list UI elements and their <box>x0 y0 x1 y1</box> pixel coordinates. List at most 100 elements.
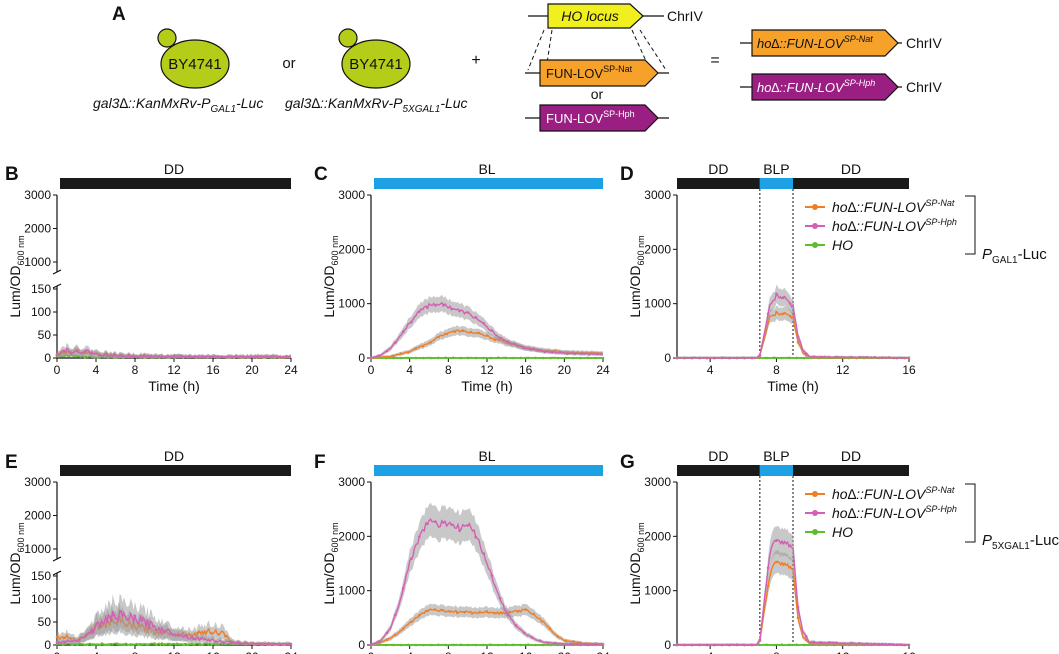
series-point-ho <box>556 356 560 360</box>
series-point-ho <box>85 643 89 646</box>
condition-bar-label: DD <box>841 448 861 464</box>
condition-bar-segment <box>677 465 760 476</box>
series-point-hph <box>177 634 180 637</box>
series-point-hph <box>835 355 838 359</box>
series-point-hph <box>259 642 263 645</box>
series-point-hph <box>583 642 587 646</box>
y-tick-label: 3000 <box>24 475 51 489</box>
series-point-hph <box>277 355 281 359</box>
series-point-ho <box>190 642 194 645</box>
series-point-hph <box>598 643 602 646</box>
series-point-hph <box>750 356 754 360</box>
series-point-hph <box>720 356 724 360</box>
series-point-ho <box>802 643 806 647</box>
series-point-hph <box>91 630 95 634</box>
series-point-ho <box>429 356 433 360</box>
chart-panel-d: D 0 1000 2000 3000 4 8 12 16 Time (h) Lum/OD600 nm… <box>620 161 916 394</box>
series-point-hph <box>55 353 59 356</box>
series-point-ho <box>526 643 530 646</box>
x-tick-label: 4 <box>707 650 714 654</box>
series-point-ho <box>802 356 806 360</box>
series-point-hph <box>750 643 754 647</box>
series-point-ho <box>549 356 552 360</box>
legend-top-nat: ho∆::FUN-LOVSP-Nat <box>832 198 955 215</box>
series-point-hph <box>796 335 800 339</box>
series-point-ho <box>414 643 418 647</box>
series-point-hph <box>827 355 831 359</box>
y-tick-label: 1000 <box>644 297 671 311</box>
series-point-hph <box>199 637 203 640</box>
y-tick-label: 0 <box>358 638 365 652</box>
series-point-hph <box>903 643 906 647</box>
x-tick-label: 16 <box>902 363 916 377</box>
result-nat-label: ho∆::FUN-LOVSP-Nat <box>757 34 873 51</box>
series-point-hph <box>805 352 808 356</box>
series-point-hph <box>112 613 116 617</box>
series-point-ho <box>444 356 448 360</box>
series-point-nat <box>429 341 432 344</box>
series-point-hph <box>225 356 228 359</box>
series-point-hph <box>775 292 778 296</box>
series-point-ho <box>534 643 537 647</box>
series-point-hph <box>192 637 195 640</box>
x-tick-label: 4 <box>93 363 100 377</box>
series-point-ho <box>459 356 463 360</box>
series-point-hph <box>551 350 554 354</box>
series-point-hph <box>169 632 173 635</box>
chr-label-3: ChrIV <box>906 79 942 95</box>
series-point-hph <box>385 349 389 353</box>
series-point-hph <box>880 356 884 360</box>
strain-label-2: BY4741 <box>349 56 402 73</box>
condition-bar-segment <box>759 178 793 189</box>
x-tick-label: 8 <box>445 363 452 377</box>
series-point-hph <box>835 641 838 645</box>
series-point-hph <box>105 620 109 623</box>
condition-bar-label: BL <box>478 161 495 177</box>
series-point-hph <box>207 638 210 642</box>
series-point-ho <box>519 643 522 647</box>
series-point-hph <box>788 302 792 305</box>
series-point-ho <box>504 356 508 360</box>
series-point-hph <box>90 351 94 355</box>
series-point-ho <box>183 643 186 646</box>
series-point-hph <box>546 641 550 645</box>
series-point-hph <box>244 641 248 645</box>
series-line-hph <box>370 517 604 646</box>
series-point-hph <box>458 529 461 533</box>
series-point-nat <box>437 335 441 339</box>
series-point-nat <box>540 620 544 623</box>
series-point-hph <box>805 635 808 638</box>
series-point-nat <box>399 352 403 356</box>
series-point-hph <box>450 523 453 527</box>
series-point-nat <box>410 620 413 624</box>
y-tick-label: 2000 <box>338 242 365 256</box>
x-tick-label: 16 <box>902 650 916 654</box>
series-point-hph <box>222 641 225 644</box>
series-point-hph <box>705 643 709 647</box>
y-tick-label: 100 <box>31 305 51 319</box>
series-point-hph <box>858 356 861 359</box>
series-point-hph <box>127 354 131 357</box>
y-break-mark-1 <box>52 556 62 562</box>
series-point-ho <box>429 643 433 647</box>
series-point-ho <box>93 643 96 646</box>
y-tick-label: 150 <box>31 282 51 296</box>
series-point-hph <box>595 352 599 356</box>
series-point-hph <box>514 624 518 627</box>
series-point-hph <box>683 356 686 360</box>
series-point-nat <box>485 610 489 613</box>
series-point-hph <box>274 643 278 646</box>
series-point-nat <box>766 584 770 588</box>
ho-locus-construct: HO locus ChrIV <box>527 3 703 71</box>
error-band-hph <box>371 502 603 645</box>
x-tick-label: 24 <box>284 650 298 654</box>
series-point-hph <box>888 642 891 646</box>
x-tick-label: 24 <box>596 363 610 377</box>
series-point-hph <box>285 355 288 358</box>
yeast-cell-2: BY4741 <box>338 28 411 89</box>
series-point-ho <box>392 643 395 647</box>
error-band-hph <box>677 284 909 358</box>
series-point-ho <box>145 643 149 646</box>
series-point-hph <box>385 631 389 635</box>
series-point-ho <box>788 356 791 360</box>
